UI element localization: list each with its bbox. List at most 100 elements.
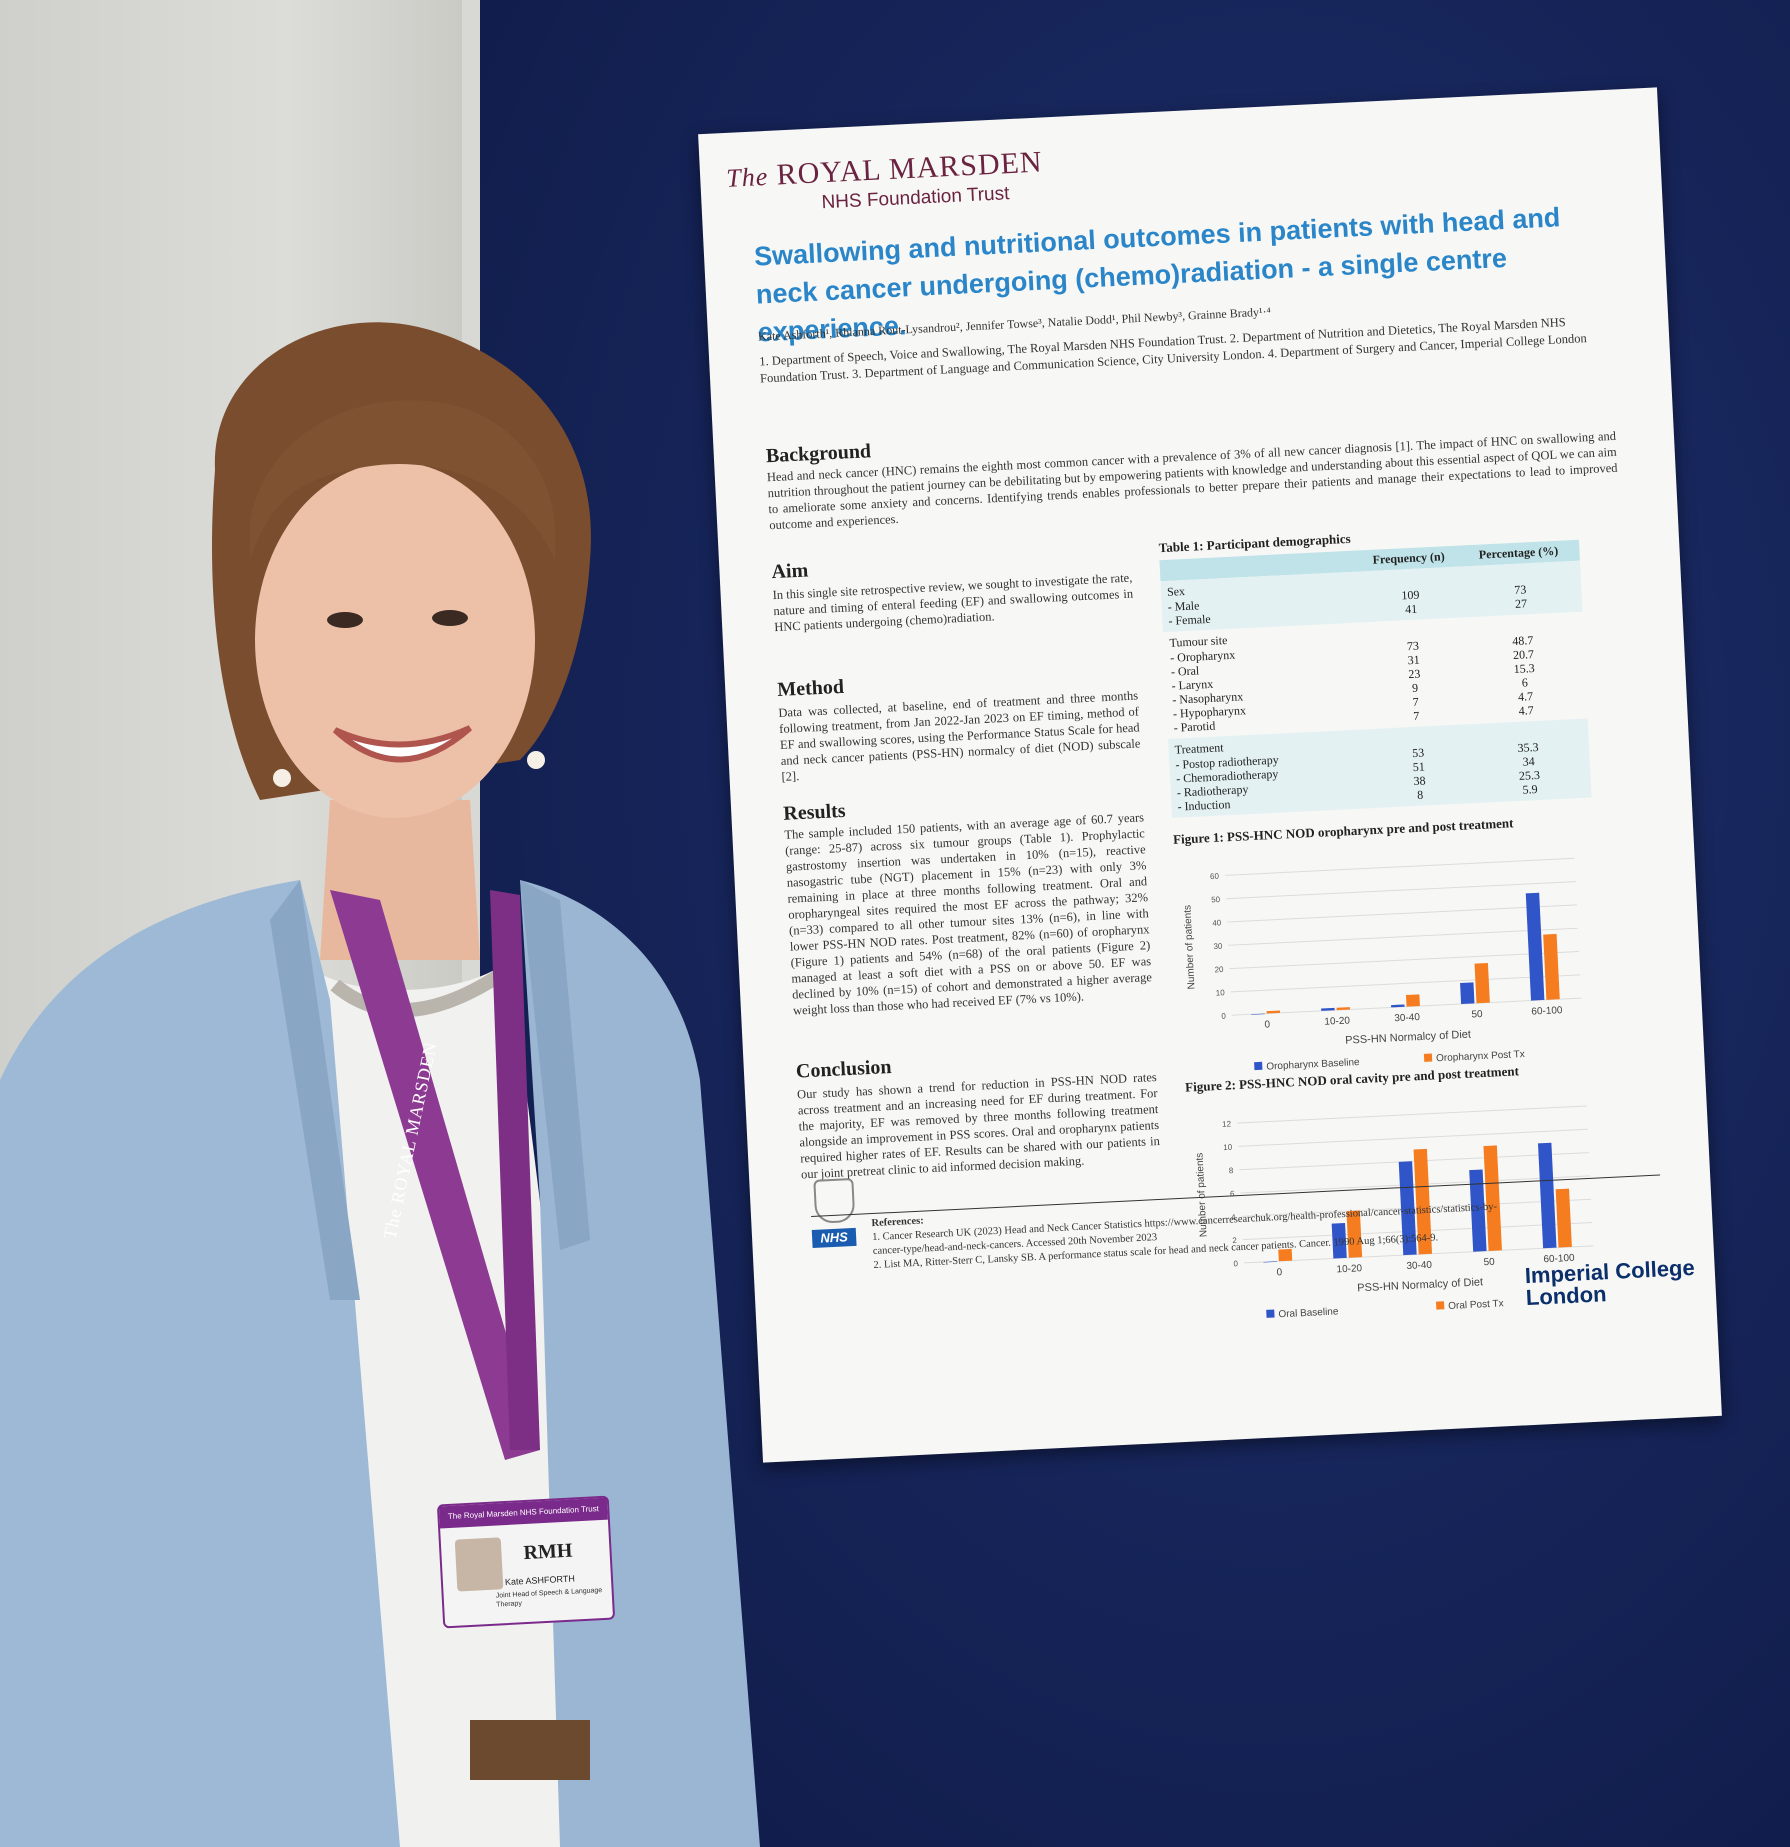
x-tick-label: 50 bbox=[1483, 1257, 1495, 1269]
y-axis-label: Number of patients bbox=[1182, 905, 1197, 990]
y-axis-label: Number of patients bbox=[1194, 1152, 1209, 1237]
y-tick-label: 10 bbox=[1216, 988, 1226, 997]
figure-2-svg: 0 2 4 6 8 10 12 Number of patients 0 10-20 30-40 50… bbox=[1194, 1105, 1594, 1320]
y-tick-label: 20 bbox=[1214, 965, 1224, 974]
x-tick-label: 60-100 bbox=[1531, 1005, 1563, 1018]
legend-label: Oropharynx Baseline bbox=[1266, 1057, 1360, 1073]
gridline bbox=[1227, 904, 1577, 923]
x-tick-label: 50 bbox=[1471, 1009, 1483, 1021]
chart-bar bbox=[1398, 1161, 1417, 1256]
blue-jacket-left bbox=[0, 880, 400, 1847]
y-tick-label: 6 bbox=[1230, 1189, 1235, 1198]
legend-swatch bbox=[1435, 1301, 1445, 1310]
pearl-earring bbox=[527, 751, 545, 769]
chart-bar bbox=[1391, 1004, 1405, 1008]
legend-swatch bbox=[1266, 1309, 1275, 1318]
chart-bar bbox=[1474, 962, 1490, 1004]
gridline bbox=[1229, 951, 1580, 970]
x-tick-label: 30-40 bbox=[1406, 1260, 1433, 1272]
gridline bbox=[1238, 1128, 1588, 1147]
chart-bar bbox=[1555, 1188, 1572, 1248]
table-body: Sex - Male 109 73- Female 41 27 Tumour site - O… bbox=[1160, 560, 1592, 818]
gridline bbox=[1226, 881, 1576, 900]
badge-name: Kate ASHFORTH bbox=[504, 1573, 576, 1588]
y-tick-label: 60 bbox=[1210, 872, 1220, 881]
figure-1-svg: 0 10 20 30 40 50 60 Number of patients 0 10-20 30-… bbox=[1182, 857, 1582, 1073]
chart-bar bbox=[1321, 1007, 1335, 1011]
x-tick-label: 10-20 bbox=[1336, 1263, 1363, 1275]
x-tick-label: 60-100 bbox=[1543, 1253, 1575, 1266]
chart-bar bbox=[1346, 1210, 1363, 1258]
legend-swatch bbox=[1423, 1053, 1433, 1062]
badge-photo bbox=[454, 1537, 504, 1592]
jacket-lapel bbox=[520, 880, 590, 1250]
gridline bbox=[1230, 974, 1581, 993]
chart-bar bbox=[1413, 1148, 1433, 1255]
table-group: Tumour site - Oropharynx 73 48.7- Oral 31 20.… bbox=[1163, 612, 1588, 739]
x-tick-label: 30-40 bbox=[1394, 1012, 1421, 1024]
imperial-college-logo: Imperial College London bbox=[1524, 1255, 1696, 1310]
smile bbox=[332, 725, 472, 763]
gridline bbox=[1241, 1198, 1592, 1217]
gridline bbox=[1224, 857, 1575, 876]
y-tick-label: 8 bbox=[1229, 1166, 1234, 1175]
figure-1-caption: Figure 1: PSS-HNC NOD oropharynx pre and… bbox=[1172, 815, 1514, 847]
x-tick-label: 0 bbox=[1264, 1019, 1271, 1030]
gridline bbox=[1237, 1105, 1587, 1124]
face bbox=[255, 462, 535, 818]
y-tick-label: 12 bbox=[1222, 1119, 1232, 1128]
gridline bbox=[1231, 997, 1582, 1016]
y-tick-label: 0 bbox=[1221, 1011, 1226, 1020]
lanyard-strap bbox=[330, 890, 540, 1460]
chart-bar bbox=[1460, 982, 1475, 1005]
chart-bar bbox=[1483, 1145, 1502, 1251]
table-header-percentage: Percentage (%) bbox=[1478, 543, 1559, 562]
badge-code: RMH bbox=[522, 1539, 573, 1565]
badge-role: Joint Head of Speech & Language Therapy bbox=[495, 1587, 603, 1609]
gridline bbox=[1243, 1245, 1594, 1264]
chart-bar bbox=[1278, 1248, 1293, 1262]
y-tick-label: 50 bbox=[1211, 895, 1221, 904]
demographics-table: Table 1: Participant demographics Freque… bbox=[1158, 520, 1592, 818]
x-tick-label: 0 bbox=[1276, 1267, 1283, 1278]
table-header-frequency: Frequency (n) bbox=[1372, 549, 1445, 567]
chart-bar bbox=[1263, 1261, 1277, 1263]
y-tick-label: 0 bbox=[1233, 1259, 1238, 1268]
legend-swatch bbox=[1254, 1061, 1263, 1071]
chart-bar bbox=[1469, 1169, 1487, 1252]
x-tick-label: 10-20 bbox=[1324, 1015, 1351, 1027]
legend-label: Oropharynx Post Tx bbox=[1436, 1049, 1525, 1064]
y-tick-label: 40 bbox=[1212, 918, 1222, 927]
legend-label: Oral Baseline bbox=[1278, 1306, 1339, 1320]
gridline bbox=[1228, 927, 1578, 946]
lanyard-strap bbox=[490, 890, 540, 1450]
x-axis-label: PSS-HN Normalcy of Diet bbox=[1357, 1276, 1483, 1294]
badge-org: The Royal Marsden NHS Foundation Trust bbox=[438, 1497, 608, 1529]
chart-bar bbox=[1331, 1222, 1347, 1259]
y-tick-label: 30 bbox=[1213, 942, 1223, 951]
chart-bar bbox=[1336, 1007, 1351, 1011]
y-tick-label: 4 bbox=[1231, 1213, 1236, 1222]
chart-bar bbox=[1251, 1013, 1265, 1015]
chart-bar bbox=[1537, 1142, 1557, 1249]
right-eye bbox=[432, 610, 468, 626]
hair-fringe bbox=[250, 400, 556, 560]
chart-bar bbox=[1405, 994, 1420, 1007]
x-axis-label: PSS-HN Normalcy of Diet bbox=[1345, 1029, 1471, 1047]
legend-label: Oral Post Tx bbox=[1448, 1298, 1504, 1312]
neck bbox=[320, 800, 480, 960]
research-poster: The ROYAL MARSDEN NHS Foundation Trust S… bbox=[698, 87, 1722, 1463]
chart-bar bbox=[1266, 1010, 1281, 1014]
jacket-lapel bbox=[270, 880, 360, 1300]
y-tick-label: 2 bbox=[1232, 1236, 1237, 1245]
figure-2-chart: 0 2 4 6 8 10 12 Number of patients 0 10-20 30-40 50… bbox=[1187, 1095, 1618, 1350]
figure-1-chart: 0 10 20 30 40 50 60 Number of patients 0 10-20 30-… bbox=[1174, 847, 1605, 1102]
y-tick-label: 10 bbox=[1223, 1143, 1233, 1152]
pearl-earring bbox=[273, 769, 291, 787]
id-badge: The Royal Marsden NHS Foundation Trust R… bbox=[436, 1495, 616, 1629]
belt bbox=[470, 1720, 590, 1780]
chart-bar bbox=[1525, 892, 1545, 1001]
left-eye bbox=[327, 612, 363, 628]
chart-bar bbox=[1543, 933, 1560, 1000]
